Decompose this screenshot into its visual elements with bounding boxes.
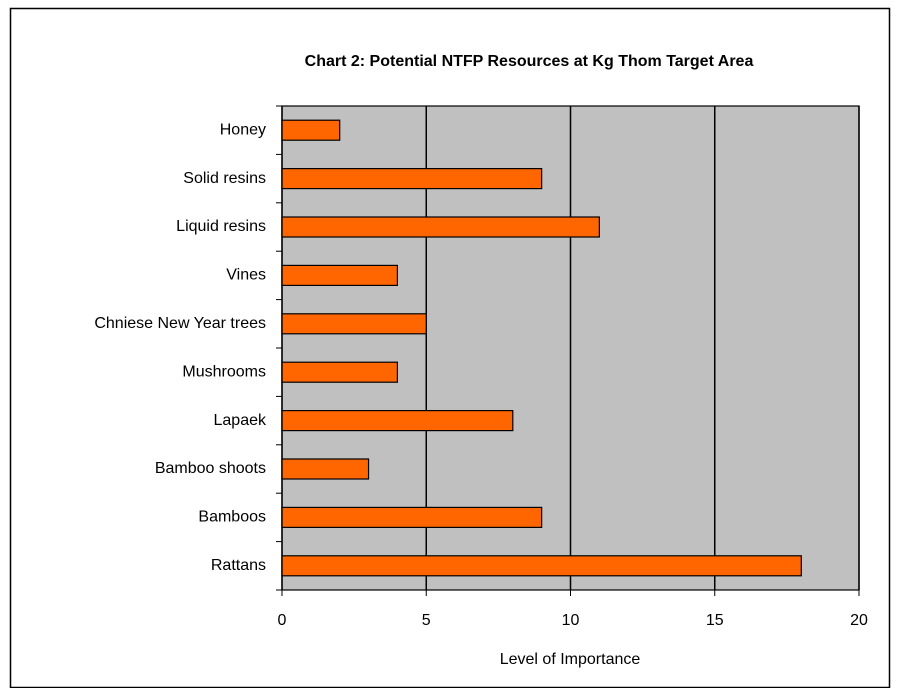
x-tick-label: 0: [278, 612, 287, 629]
x-tick-label: 20: [850, 612, 868, 629]
x-tick-label: 15: [706, 612, 724, 629]
y-tick-label: Solid resins: [183, 170, 266, 187]
y-tick-label: Rattans: [211, 557, 266, 574]
y-tick-label: Bamboos: [198, 509, 266, 526]
y-tick-label: Bamboo shoots: [155, 460, 266, 477]
y-tick-label: Vines: [226, 267, 266, 284]
x-tick-label: 5: [422, 612, 431, 629]
bar: [281, 410, 514, 432]
y-tick-label: Mushrooms: [182, 363, 266, 380]
y-tick-label: Honey: [220, 121, 266, 138]
y-tick-label: Chniese New Year trees: [94, 315, 266, 332]
y-tick-label: Lapaek: [214, 412, 267, 429]
bar: [281, 119, 341, 141]
x-axis-title: Level of Importance: [500, 651, 641, 668]
bar: [281, 264, 399, 286]
bar: [281, 216, 600, 238]
bar: [281, 506, 543, 528]
bar: [281, 361, 399, 383]
bar: [281, 555, 802, 577]
bar: [281, 313, 427, 335]
bar: [281, 168, 543, 190]
y-tick-label: Liquid resins: [176, 218, 266, 235]
plot-border: [281, 105, 860, 591]
x-tick-label: 10: [562, 612, 580, 629]
chart-title: Chart 2: Potential NTFP Resources at Kg …: [305, 53, 754, 70]
bar: [281, 458, 370, 480]
